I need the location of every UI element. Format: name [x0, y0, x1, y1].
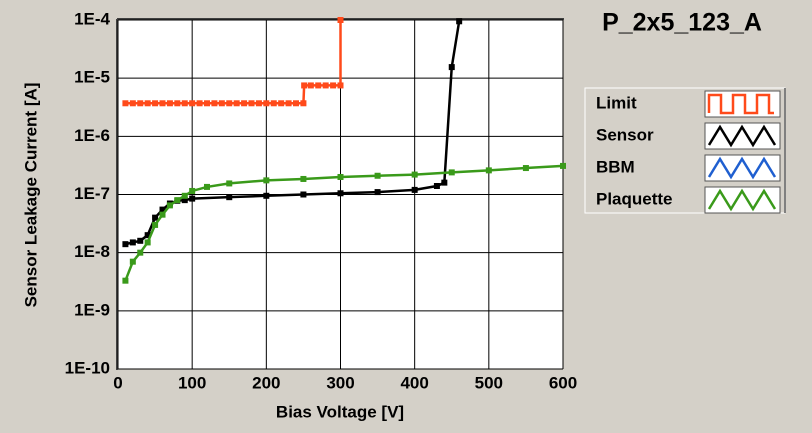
x-tick-label: 500 [475, 373, 503, 392]
y-axis-label: Sensor Leakage Current [A] [21, 83, 40, 308]
data-point [522, 165, 529, 172]
data-point [485, 167, 492, 174]
data-point [174, 197, 181, 204]
data-point [374, 172, 381, 179]
y-tick-label: 1E-10 [65, 358, 110, 377]
data-point [122, 241, 129, 248]
data-point [122, 277, 129, 284]
data-point [129, 258, 136, 265]
data-point [293, 100, 299, 107]
data-point [189, 195, 196, 202]
data-point [263, 192, 270, 199]
data-point [300, 175, 307, 182]
data-point [337, 173, 344, 180]
legend-label: Sensor [596, 125, 654, 144]
legend-line [707, 156, 777, 180]
data-point [144, 100, 151, 107]
data-point [226, 194, 233, 201]
data-point [181, 197, 188, 204]
data-point [411, 186, 418, 193]
data-point [560, 162, 566, 169]
legend-items: Limit Sensor BBM Plaquette [596, 90, 781, 214]
data-point [241, 100, 248, 107]
data-point [218, 100, 225, 107]
data-point [226, 180, 233, 187]
legend-label: Plaquette [596, 189, 673, 208]
data-point [159, 211, 166, 218]
data-point [204, 100, 210, 107]
data-point [144, 232, 151, 239]
data-point [152, 100, 159, 107]
data-point [159, 206, 166, 213]
data-point [181, 192, 188, 199]
data-point [129, 239, 136, 246]
data-point [166, 100, 173, 107]
data-point [300, 100, 307, 107]
data-point [374, 189, 381, 196]
legend-label: Limit [596, 93, 637, 112]
y-tick-label: 1E-7 [74, 184, 110, 203]
data-point [448, 169, 455, 176]
x-tick-label: 600 [549, 373, 577, 392]
x-tick-label: 100 [178, 373, 206, 392]
data-point [144, 239, 151, 246]
data-point [189, 187, 196, 194]
data-point [433, 183, 440, 190]
legend-label: BBM [596, 157, 635, 176]
chart-title: P_2x5_123_A [602, 9, 762, 37]
data-point [174, 100, 181, 107]
data-point [152, 221, 159, 228]
data-point [307, 82, 314, 89]
data-point [196, 100, 203, 107]
data-point [263, 177, 270, 184]
y-tick-label: 1E-4 [74, 9, 110, 28]
data-point [159, 100, 166, 107]
data-point [233, 100, 240, 107]
data-point [337, 17, 344, 23]
data-point [166, 202, 173, 209]
data-point [337, 82, 344, 89]
data-point [137, 249, 144, 256]
data-point [300, 191, 307, 198]
data-point [248, 100, 255, 107]
data-point [448, 64, 455, 71]
data-point [441, 179, 448, 186]
data-point [330, 82, 337, 89]
x-tick-label: 200 [252, 373, 280, 392]
data-point [181, 100, 188, 107]
data-point [129, 100, 136, 107]
data-point [211, 100, 218, 107]
data-point [337, 190, 344, 197]
data-point [411, 171, 418, 178]
legend-line [707, 93, 774, 115]
data-point [270, 100, 277, 107]
y-tick-label: 1E-8 [74, 242, 110, 261]
legend-line [707, 188, 777, 212]
x-tick-label: 300 [326, 373, 354, 392]
data-point [122, 100, 129, 107]
data-point [189, 100, 196, 107]
data-point [301, 82, 308, 89]
y-tick-label: 1E-5 [74, 68, 110, 87]
y-tick-label: 1E-6 [74, 126, 110, 145]
x-tick-label: 0 [113, 373, 122, 392]
data-point [152, 214, 159, 221]
y-tick-label: 1E-9 [74, 300, 110, 319]
data-point [137, 237, 144, 244]
x-axis-label: Bias Voltage [V] [276, 402, 404, 421]
data-point [137, 100, 144, 107]
data-point [255, 100, 262, 107]
data-point [285, 100, 292, 107]
data-point [322, 82, 329, 89]
legend-line [707, 124, 777, 148]
x-tick-label: 400 [400, 373, 428, 392]
data-point [226, 100, 233, 107]
data-point [263, 100, 270, 107]
data-point [456, 18, 463, 25]
data-point [278, 100, 285, 107]
data-point [204, 183, 210, 190]
data-point [315, 82, 322, 89]
